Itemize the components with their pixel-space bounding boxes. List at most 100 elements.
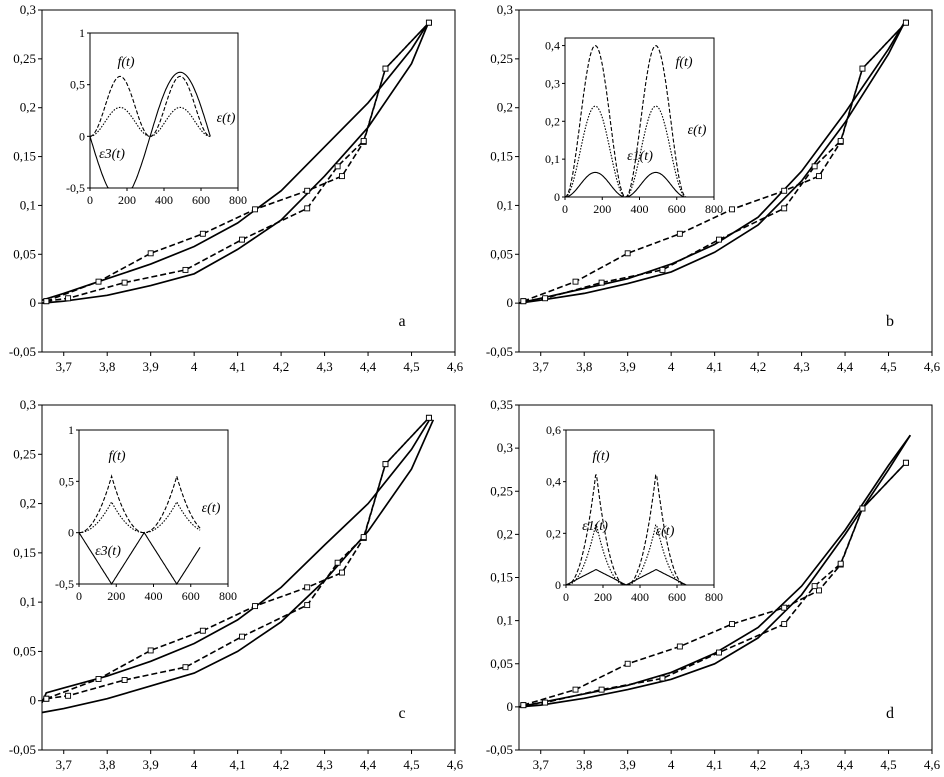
inset-chart: 0 200 400 600 800 0 0,2 0,4 0,6 f(t) ε(t) ε1(t): [546, 423, 723, 604]
x-tick-label: 4,6: [447, 757, 464, 772]
data-point-marker: [729, 621, 735, 628]
data-point-marker: [624, 250, 631, 257]
x-tick-label: 3,8: [576, 757, 592, 772]
y-tick-label: 0,3: [20, 397, 36, 412]
inset-y-tick-label: 0,4: [546, 475, 561, 489]
data-point-marker: [182, 266, 189, 273]
data-point-marker: [781, 187, 788, 194]
y-tick-label: 0,35: [490, 397, 513, 412]
series-line-experiment-unloading: [46, 417, 430, 700]
y-tick-label: -0,05: [9, 344, 36, 359]
data-point-marker: [239, 236, 245, 243]
data-point-marker: [182, 664, 189, 671]
inset-y-tick-label: 0,3: [545, 76, 560, 90]
data-point-marker: [304, 602, 311, 609]
inset-curve: [564, 171, 687, 198]
y-tick-label: 0,15: [13, 545, 36, 560]
inset-y-tick-label: -0,5: [66, 181, 85, 195]
inset-x-tick-label: 400: [631, 202, 649, 216]
data-point-marker: [382, 65, 389, 72]
y-tick-label: 0,05: [13, 643, 36, 658]
panel-a: 3,7 3,8 3,9 4 4,1 4,2 4,3 4,4 4,5 4,6 -0,05 0 0,05 0,…: [9, 2, 464, 374]
inset-curve: [89, 71, 211, 189]
data-point-marker: [781, 621, 788, 628]
y-tick-label: 0,2: [497, 526, 513, 541]
x-tick-label: 3,8: [576, 359, 592, 374]
x-tick-label: 4,3: [793, 359, 809, 374]
inset-y-tick-label: 0,1: [545, 152, 560, 166]
inset-x-tick-label: 800: [705, 590, 723, 604]
x-tick-label: 4: [668, 757, 675, 772]
inset-frame: [78, 429, 229, 585]
inset-x-tick-label: 0: [563, 590, 569, 604]
inset-y-tick-label: 0,5: [59, 474, 74, 488]
data-point-marker: [520, 298, 527, 305]
inset-label-f: f(t): [675, 55, 692, 70]
data-point-marker: [781, 604, 788, 611]
x-tick-label: 4,4: [837, 757, 854, 772]
data-point-marker: [902, 19, 909, 26]
data-point-marker: [199, 230, 206, 237]
data-point-marker: [95, 278, 102, 285]
inset-x-tick-label: 400: [155, 193, 173, 207]
data-point-marker: [659, 266, 666, 273]
inset-frame: [565, 429, 715, 586]
x-tick-label: 4,6: [924, 359, 941, 374]
data-point-marker: [304, 205, 311, 212]
x-tick-label: 4: [191, 359, 198, 374]
panel-c: 3,7 3,8 3,9 4 4,1 4,2 4,3 4,4 4,5 4,6 -0,05 0 0,05 0,…: [9, 397, 464, 772]
inset-chart: 0 200 400 600 800-0,500,51f(t)ε(t)ε3(t): [66, 26, 247, 207]
inset-y-tick-label: 0: [555, 578, 561, 592]
data-point-marker: [334, 163, 341, 170]
y-tick-label: 0,15: [490, 149, 513, 164]
data-point-marker: [811, 163, 818, 170]
inset-x-tick-label: 200: [107, 589, 125, 603]
data-point-marker: [425, 414, 432, 421]
inset-x-tick-label: 800: [705, 202, 723, 216]
inset-label-f: f(t): [117, 55, 134, 70]
inset-y-tick-label: -0,5: [55, 577, 74, 591]
y-tick-label: 0,1: [497, 197, 513, 212]
plot-frame: [518, 9, 933, 353]
y-tick-label: -0,05: [486, 742, 513, 757]
panel-letter: a: [398, 313, 405, 330]
inset-label-f: f(t): [592, 449, 609, 464]
data-point-marker: [716, 649, 722, 656]
data-point-marker: [121, 677, 128, 683]
inset-chart: 0 200 400 600 800 0 0,1 0,2 0,3 0,4 f(t) ε(t) ε1(t): [545, 37, 723, 216]
inset-label-eps: ε(t): [202, 501, 221, 516]
data-point-marker: [837, 560, 844, 567]
y-tick-label: 0: [30, 693, 37, 708]
inset-x-tick-label: 600: [182, 589, 200, 603]
data-point-marker: [598, 279, 605, 286]
y-tick-label: 0,2: [20, 100, 36, 115]
inset-y-tick-label: 0: [554, 190, 560, 204]
y-tick-label: 0,3: [497, 440, 513, 455]
y-tick-label: 0,05: [490, 656, 513, 671]
inset-y-tick-label: 1: [79, 26, 85, 40]
x-tick-label: 3,8: [99, 359, 115, 374]
inset-curve: [90, 106, 211, 137]
y-tick-label: 0: [507, 699, 514, 714]
data-point-marker: [360, 137, 367, 144]
x-tick-label: 4,5: [403, 359, 419, 374]
x-tick-label: 4,3: [316, 359, 332, 374]
data-point-marker: [199, 627, 206, 634]
inset-x-tick-label: 600: [668, 590, 686, 604]
data-point-marker: [816, 173, 822, 180]
x-tick-label: 4,1: [230, 757, 246, 772]
inset-label-eps-i: ε1(t): [582, 519, 608, 534]
data-point-marker: [147, 250, 154, 257]
inset-y-tick-label: 0,6: [546, 423, 561, 437]
data-point-marker: [252, 206, 258, 213]
series-line-experiment-loading: [46, 22, 430, 302]
series-line-experiment-unloading: [46, 22, 430, 302]
x-tick-label: 4,3: [316, 757, 332, 772]
y-tick-label: 0,2: [20, 496, 36, 511]
data-point-marker: [572, 686, 579, 693]
panel-letter: b: [886, 313, 894, 330]
data-point-marker: [121, 279, 128, 286]
data-point-marker: [729, 206, 735, 213]
inset-curve: [565, 569, 687, 586]
data-point-marker: [676, 230, 683, 237]
